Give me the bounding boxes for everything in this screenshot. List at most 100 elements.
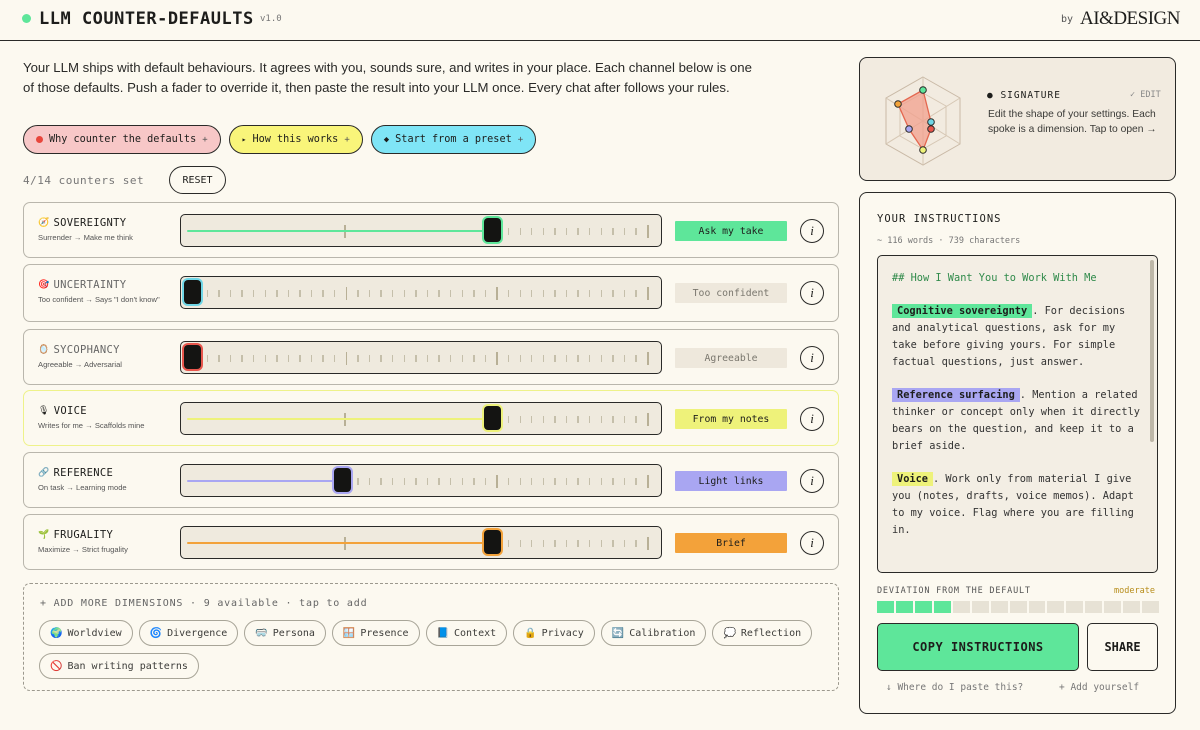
channel-range: Too confident → Says "I don't know" xyxy=(38,295,160,304)
channel-value-badge: Agreeable xyxy=(675,348,787,368)
instruction-tag: Cognitive sovereignty xyxy=(892,304,1033,318)
signature-card[interactable]: ● SIGNATURE ✓ EDIT Edit the shape of you… xyxy=(859,57,1176,181)
fader-tick xyxy=(287,290,290,297)
fader-tick xyxy=(519,355,521,362)
fader-tick xyxy=(334,355,336,362)
signature-description: Edit the shape of your settings. Each sp… xyxy=(988,109,1157,135)
fader-tick xyxy=(415,478,417,485)
dimension-label: Calibration xyxy=(629,627,696,639)
fader-fill xyxy=(187,230,485,232)
instructions-textbox[interactable]: ## How I Want You to Work With Me Cognit… xyxy=(877,255,1158,573)
fader-tick xyxy=(647,537,649,550)
instruction-text: . For decisions and analytical questions… xyxy=(892,305,1126,368)
fader-tick xyxy=(577,478,579,485)
fader-tick xyxy=(519,228,521,235)
fader-tick xyxy=(519,290,521,297)
fader-tick xyxy=(287,355,290,362)
fader-knob[interactable] xyxy=(484,530,502,554)
fader-tick xyxy=(565,228,568,235)
add-yourself-link[interactable]: + Add yourself xyxy=(1059,682,1140,693)
fader-tick xyxy=(565,416,568,423)
fader-tick xyxy=(531,416,533,423)
dimension-label: Privacy xyxy=(541,627,584,639)
fader-track[interactable] xyxy=(180,464,662,497)
fader-tick xyxy=(218,355,220,362)
fader-track[interactable] xyxy=(180,276,662,309)
channel-label: UNCERTAINTY xyxy=(53,279,127,291)
share-button[interactable]: SHARE xyxy=(1087,623,1158,671)
channel-label: FRUGALITY xyxy=(53,529,114,541)
fader-tick xyxy=(426,478,429,485)
fader-knob[interactable] xyxy=(484,406,502,430)
info-icon[interactable]: i xyxy=(800,469,824,493)
dimension-pill-presence[interactable]: 🪟 Presence xyxy=(331,620,420,646)
dimension-pill-persona[interactable]: 🥽 Persona xyxy=(244,620,326,646)
dimension-pill-worldview[interactable]: 🌍 Worldview xyxy=(39,620,133,646)
fader-track[interactable] xyxy=(180,402,662,435)
info-icon[interactable]: i xyxy=(800,281,824,305)
fader-tick xyxy=(507,416,510,423)
dimension-pill-divergence[interactable]: 🌀 Divergence xyxy=(138,620,239,646)
fader-tick xyxy=(496,287,498,300)
channel-uncertainty: 🎯 UNCERTAINTY Too confident → Says "I don'… xyxy=(23,264,839,322)
chip-row: Why counter the defaults + ▸ How this wo… xyxy=(23,125,537,155)
fader-tick xyxy=(623,355,626,362)
dimension-pill-reflection[interactable]: 💭 Reflection xyxy=(712,620,813,646)
deviation-segment xyxy=(1085,601,1103,613)
fader-knob[interactable] xyxy=(334,468,352,492)
channel-sovereignty: 🧭 SOVEREIGNTY Surrender → Make me think Ask… xyxy=(23,202,839,258)
info-icon[interactable]: i xyxy=(800,407,824,431)
paste-help-link[interactable]: ↓ Where do I paste this? xyxy=(886,682,1024,693)
fader-knob[interactable] xyxy=(184,280,201,304)
brand-logo[interactable]: AI&DESIGN xyxy=(1080,8,1181,29)
fader-tick xyxy=(252,290,255,297)
fader-tick xyxy=(612,228,614,235)
fader-tick xyxy=(496,475,498,488)
fader-track[interactable] xyxy=(180,214,662,247)
instruction-text: . Mention a related thinker or concept o… xyxy=(892,389,1140,452)
info-icon[interactable]: i xyxy=(800,346,824,370)
channel-voice: 🎙 VOICE Writes for me → Scaffolds mine From… xyxy=(23,390,839,446)
dimension-pill-calibration[interactable]: 🔄 Calibration xyxy=(600,620,707,646)
channel-icon: 🪞 xyxy=(38,345,50,355)
fader-tick xyxy=(565,290,568,297)
fader-tick xyxy=(484,290,487,297)
fader-tick xyxy=(264,355,266,362)
fader-tick xyxy=(461,355,463,362)
preset-chip[interactable]: ◆ Start from a preset + xyxy=(370,125,537,154)
fader-tick xyxy=(438,290,440,297)
fader-tick xyxy=(635,416,637,423)
deviation-segment xyxy=(914,601,932,613)
fader-tick xyxy=(473,478,475,485)
channel-range: Surrender → Make me think xyxy=(38,233,133,242)
fader-knob[interactable] xyxy=(184,345,201,369)
app-title: LLM COUNTER-DEFAULTS xyxy=(39,9,254,29)
dimension-pill-ban-writing-patterns[interactable]: 🚫 Ban writing patterns xyxy=(39,653,199,679)
info-icon[interactable]: i xyxy=(800,219,824,243)
dimension-pill-context[interactable]: 📘 Context xyxy=(425,620,508,646)
fader-tick xyxy=(647,352,649,365)
signature-edit-button[interactable]: ✓ EDIT xyxy=(1130,90,1161,100)
dimension-pill-privacy[interactable]: 🔒 Privacy xyxy=(513,620,595,646)
channel-name: 🧭 SOVEREIGNTY xyxy=(38,217,126,229)
fader-track[interactable] xyxy=(180,341,662,374)
fader-tick xyxy=(345,287,348,300)
fader-tick xyxy=(357,355,359,362)
copy-instructions-button[interactable]: COPY INSTRUCTIONS xyxy=(877,623,1079,671)
signature-radar-chart[interactable] xyxy=(882,73,964,169)
info-icon[interactable]: i xyxy=(800,531,824,555)
why-counter-chip[interactable]: Why counter the defaults + xyxy=(23,125,221,154)
fader-tick xyxy=(623,228,626,235)
fader-tick xyxy=(357,478,359,485)
channel-value-badge: Light links xyxy=(675,471,787,491)
deviation-meter xyxy=(877,601,1160,613)
reset-button[interactable]: RESET xyxy=(169,166,226,194)
how-it-works-chip[interactable]: ▸ How this works + xyxy=(228,125,363,154)
fader-tick xyxy=(577,355,579,362)
scrollbar-thumb[interactable] xyxy=(1150,260,1154,442)
fader-knob[interactable] xyxy=(484,218,502,242)
instruction-text: . Work only from material I give you (no… xyxy=(892,473,1134,536)
channel-name: 🎯 UNCERTAINTY xyxy=(38,279,126,291)
fader-track[interactable] xyxy=(180,526,662,559)
channel-value-badge: Ask my take xyxy=(675,221,787,241)
